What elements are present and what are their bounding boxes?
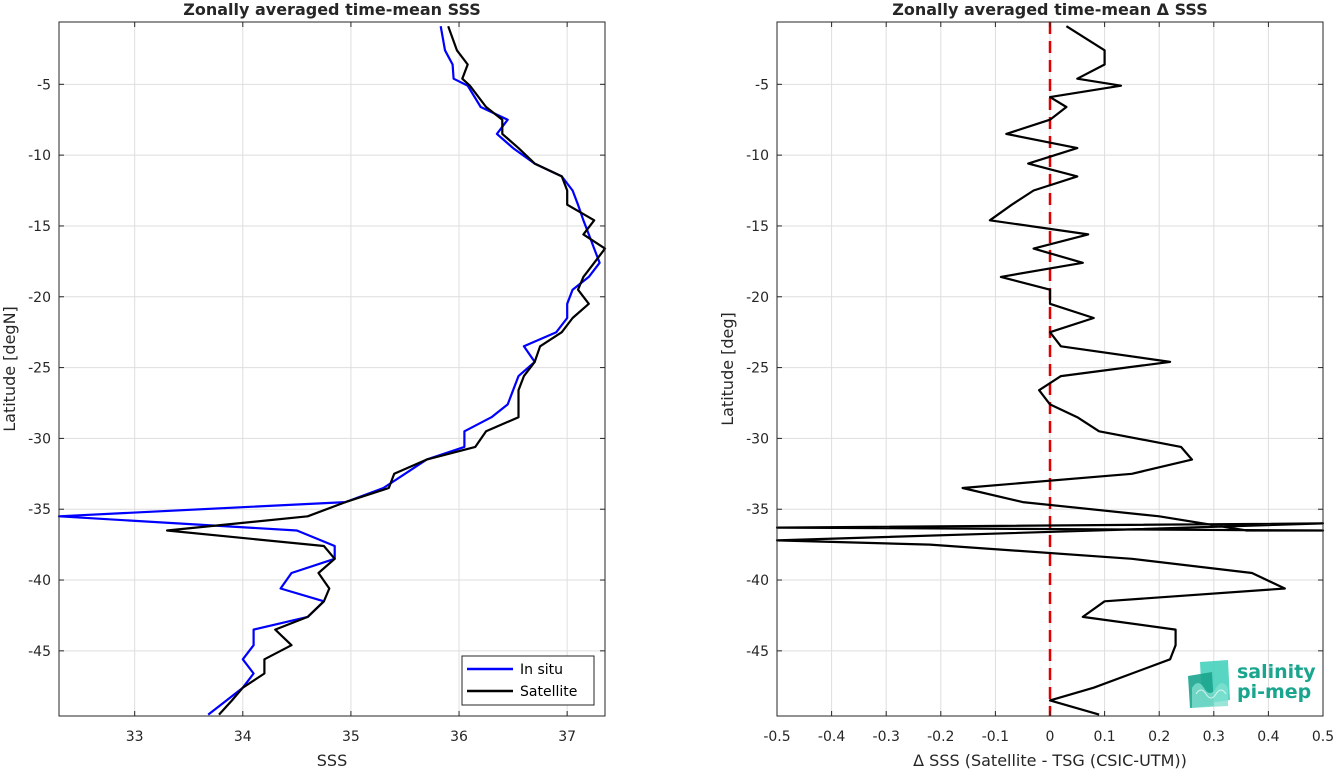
y-tick-label: -5 [755,77,769,93]
right-chart-panel: -0.5 -0.4 -0.3 -0.2 -0.1 0 0.1 0.2 0.3 0.4 0.5 -5 -1… [718,0,1334,769]
y-tick-label: -15 [746,219,769,235]
y-tick-label: -5 [37,77,51,93]
y-tick-label: -45 [28,644,51,660]
x-tick-label: 0 [1046,729,1055,745]
logo-text-salinity: salinity [1237,661,1316,683]
x-tick-label: -0.1 [982,729,1009,745]
legend: In situ Satellite [461,655,595,706]
x-tick-label: -0.2 [927,729,954,745]
x-tick-label: 0.5 [1312,729,1334,745]
series-line-satellite [166,25,607,716]
y-tick-label: -35 [746,502,769,518]
left-plot-border [58,21,606,717]
y-tick-label: -20 [28,290,51,306]
x-tick-label: -0.3 [873,729,900,745]
x-tick-label: -0.4 [818,729,845,745]
y-tick-label: -10 [746,148,769,164]
legend-box [461,655,595,706]
series-line-1 [775,25,1325,716]
right-chart-title: Zonally averaged time-mean Δ SSS [892,0,1208,19]
left-series-layer [57,25,607,716]
logo-graphic-icon [1188,660,1230,708]
y-tick-label: -40 [28,573,51,589]
y-tick-label: -25 [28,361,51,377]
left-y-axis-label: Latitude [degN] [0,306,19,432]
x-tick-label: 37 [558,729,576,745]
x-tick-label: 34 [234,729,252,745]
y-tick-label: -40 [746,573,769,589]
left-x-axis-label: SSS [317,751,347,769]
salinity-pi-mep-logo: salinity pi-mep [1188,660,1316,708]
x-tick-label: 33 [126,729,144,745]
y-tick-label: -25 [746,361,769,377]
legend-label-satellite: Satellite [520,684,577,700]
y-tick-label: -20 [746,290,769,306]
y-tick-label: -30 [746,431,769,447]
x-tick-label: 0.3 [1203,729,1225,745]
x-tick-label: 0.2 [1148,729,1170,745]
right-ticks: -0.5 -0.4 -0.3 -0.2 -0.1 0 0.1 0.2 0.3 0.4 0.5 -5 -1… [746,22,1334,745]
x-tick-label: 0.4 [1257,729,1279,745]
y-tick-label: -30 [28,431,51,447]
right-y-axis-label: Latitude [deg] [718,312,737,426]
left-grid [59,22,605,716]
left-ticks: 33 34 35 36 37 -5 -10 -15 -20 -25 -30 -35 -40 -45 [28,22,605,745]
y-tick-label: -45 [746,644,769,660]
y-tick-label: -10 [28,148,51,164]
legend-label-in-situ: In situ [520,662,563,678]
y-tick-label: -15 [28,219,51,235]
y-tick-label: -35 [28,502,51,518]
right-x-axis-label: Δ SSS (Satellite - TSG (CSIC-UTM)) [913,751,1187,769]
left-plot-area [59,22,605,716]
x-tick-label: 36 [450,729,468,745]
x-tick-label: 0.1 [1093,729,1115,745]
right-series-layer [775,25,1325,716]
left-chart-title: Zonally averaged time-mean SSS [183,0,481,19]
x-tick-label: -0.5 [763,729,790,745]
x-tick-label: 35 [342,729,360,745]
left-chart-panel: 33 34 35 36 37 -5 -10 -15 -20 -25 -30 -35 -40 -45 Zon… [0,0,607,769]
logo-text-pi-mep: pi-mep [1237,681,1311,703]
